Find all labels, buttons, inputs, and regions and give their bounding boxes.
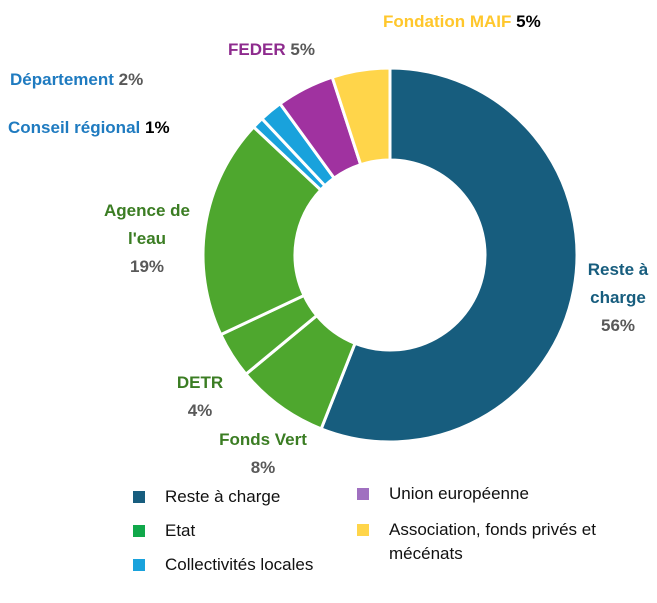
slice-label: Agence de l'eau 19% (92, 197, 202, 281)
slice (330, 66, 392, 167)
legend-swatch (133, 491, 145, 503)
slice-value: 2% (118, 70, 144, 89)
slice-label: DETR 4% (160, 369, 240, 425)
legend-label: Collectivités locales (165, 555, 314, 574)
slice-value: 56% (600, 316, 636, 335)
legend-label: Etat (165, 521, 196, 540)
slice (319, 66, 579, 444)
legend-label: Association, fonds privés et mécénats (389, 520, 596, 563)
legend-label: Union européenne (389, 484, 529, 503)
slice-name: Reste à charge (587, 260, 649, 307)
slice-value: 4% (187, 401, 213, 420)
slice (201, 124, 323, 337)
slice-value: 1% (144, 118, 170, 137)
legend-swatch (133, 559, 145, 571)
slice-name: Département (10, 70, 114, 89)
slice-value: 5% (516, 12, 541, 31)
slice-label: Conseil régional 1% (8, 114, 268, 142)
legend-swatch (357, 524, 369, 536)
slice-label: Fonds Vert 8% (196, 426, 330, 482)
slice-name: Conseil régional (8, 118, 141, 137)
slice-label: Reste à charge 56% (566, 256, 657, 340)
slice-label: Département 2% (10, 66, 270, 94)
slice-label: FEDER 5% (228, 36, 428, 64)
slice-name: DETR (176, 373, 224, 392)
legend-swatch (357, 488, 369, 500)
legend-swatch (133, 525, 145, 537)
slice-name: FEDER (228, 40, 286, 59)
slice-value: 8% (250, 458, 276, 477)
slice-value: 19% (129, 257, 165, 276)
slice-label: Fondation MAIF 5% (383, 8, 643, 36)
legend-label: Reste à charge (165, 487, 281, 506)
slice-name: Agence de l'eau (104, 201, 190, 248)
slice-name: Fondation MAIF (383, 12, 512, 31)
slice-name: Fonds Vert (219, 430, 307, 449)
slice-value: 5% (290, 40, 315, 59)
